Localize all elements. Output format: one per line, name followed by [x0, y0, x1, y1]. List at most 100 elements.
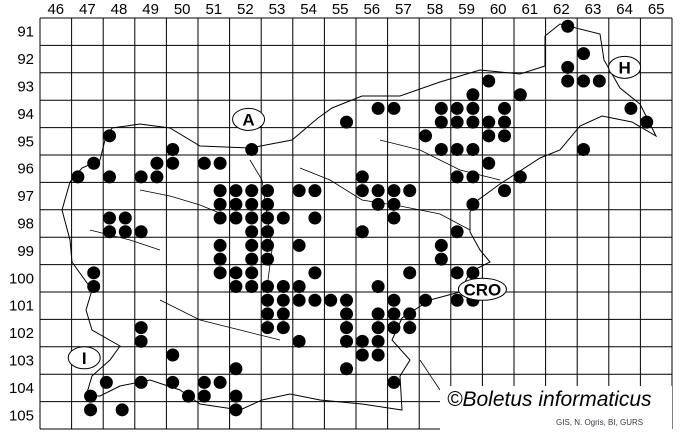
- row-label: 100: [9, 270, 34, 287]
- occurrence-dot: [134, 321, 148, 335]
- occurrence-dot: [99, 375, 113, 389]
- occurrence-dot: [229, 362, 243, 376]
- occurrence-dot: [340, 362, 354, 376]
- occurrence-dot: [403, 184, 417, 198]
- occurrence-dot: [434, 238, 448, 252]
- occurrence-dot: [261, 293, 275, 307]
- occurrence-dot: [292, 184, 306, 198]
- credit-text: GIS, N. Ogris, BI, GURS: [556, 418, 644, 427]
- occurrence-dot: [387, 307, 401, 321]
- occurrence-dot: [434, 115, 448, 129]
- occurrence-dot: [213, 375, 227, 389]
- column-label: 58: [427, 1, 444, 18]
- occurrence-dot: [561, 19, 575, 33]
- occurrence-dot: [387, 321, 401, 335]
- occurrence-dot: [71, 170, 85, 184]
- occurrence-dot: [276, 307, 290, 321]
- occurrence-dot: [245, 225, 259, 239]
- row-label: 103: [9, 353, 34, 370]
- occurrence-dot: [577, 74, 591, 88]
- occurrence-dot: [482, 74, 496, 88]
- occurrence-dot: [261, 225, 275, 239]
- occurrence-dot: [103, 129, 117, 143]
- occurrence-dot: [213, 197, 227, 211]
- occurrence-dot: [340, 307, 354, 321]
- column-label: 65: [648, 1, 665, 18]
- occurrence-dot: [213, 211, 227, 225]
- occurrence-dot: [371, 307, 385, 321]
- occurrence-dot: [118, 211, 132, 225]
- row-label: 96: [17, 161, 34, 178]
- occurrence-dot: [355, 334, 369, 348]
- occurrence-dot: [498, 115, 512, 129]
- occurrence-dot: [450, 101, 464, 115]
- occurrence-dot: [513, 170, 527, 184]
- occurrence-dot: [371, 101, 385, 115]
- occurrence-dot: [118, 225, 132, 239]
- occurrence-dot: [450, 143, 464, 157]
- occurrence-dot: [261, 197, 275, 211]
- occurrence-dot: [561, 60, 575, 74]
- occurrence-dot: [371, 197, 385, 211]
- country-label: A: [242, 110, 254, 129]
- occurrence-dot: [387, 375, 401, 389]
- occurrence-dot: [466, 266, 480, 280]
- occurrence-dot: [245, 252, 259, 266]
- row-label: 104: [9, 380, 34, 397]
- country-label-ellipse: [457, 277, 507, 301]
- column-label: 49: [142, 1, 159, 18]
- occurrence-dot: [276, 211, 290, 225]
- column-label: 57: [395, 1, 412, 18]
- row-label: 91: [17, 24, 34, 41]
- occurrence-dot: [245, 280, 259, 294]
- country-label: H: [618, 58, 630, 77]
- occurrence-dot: [624, 101, 638, 115]
- occurrence-dot: [245, 197, 259, 211]
- occurrence-dot: [134, 225, 148, 239]
- occurrence-dot: [387, 293, 401, 307]
- occurrence-dot: [229, 389, 243, 403]
- column-label: 61: [521, 1, 538, 18]
- occurrence-dot: [403, 266, 417, 280]
- occurrence-dot: [84, 389, 98, 403]
- country-labels: A H CRO I: [67, 55, 642, 370]
- occurrence-dot: [261, 184, 275, 198]
- row-label: 101: [9, 298, 34, 315]
- occurrence-dot: [292, 293, 306, 307]
- occurrence-dot: [498, 129, 512, 143]
- occurrence-dot: [355, 184, 369, 198]
- column-label: 51: [205, 1, 222, 18]
- occurrence-dot: [434, 101, 448, 115]
- watermark-background: [440, 386, 672, 430]
- row-label: 95: [17, 133, 34, 150]
- occurrence-dot: [371, 280, 385, 294]
- occurrence-dot: [434, 143, 448, 157]
- occurrence-dot: [498, 101, 512, 115]
- occurrence-dot: [292, 238, 306, 252]
- occurrence-dot: [166, 375, 180, 389]
- occurrence-dot: [371, 334, 385, 348]
- row-label: 99: [17, 243, 34, 260]
- occurrence-dot: [498, 184, 512, 198]
- occurrence-dot: [355, 225, 369, 239]
- column-label: 53: [269, 1, 286, 18]
- occurrence-dot: [261, 321, 275, 335]
- occurrence-dot: [592, 74, 606, 88]
- occurrence-dot: [166, 143, 180, 157]
- occurrence-dot: [292, 334, 306, 348]
- occurrence-dot: [245, 211, 259, 225]
- occurrence-dot: [261, 211, 275, 225]
- occurrence-dot: [229, 197, 243, 211]
- occurrence-dot: [87, 156, 101, 170]
- occurrence-dot: [166, 348, 180, 362]
- occurrence-dot: [419, 293, 433, 307]
- country-label: CRO: [464, 280, 502, 299]
- occurrence-dot: [371, 184, 385, 198]
- occurrence-dot: [513, 88, 527, 102]
- occurrence-dot: [387, 211, 401, 225]
- occurrence-dot: [466, 170, 480, 184]
- occurrence-dot: [419, 129, 433, 143]
- occurrence-dot: [197, 389, 211, 403]
- column-label: 55: [332, 1, 349, 18]
- occurrence-dot: [450, 115, 464, 129]
